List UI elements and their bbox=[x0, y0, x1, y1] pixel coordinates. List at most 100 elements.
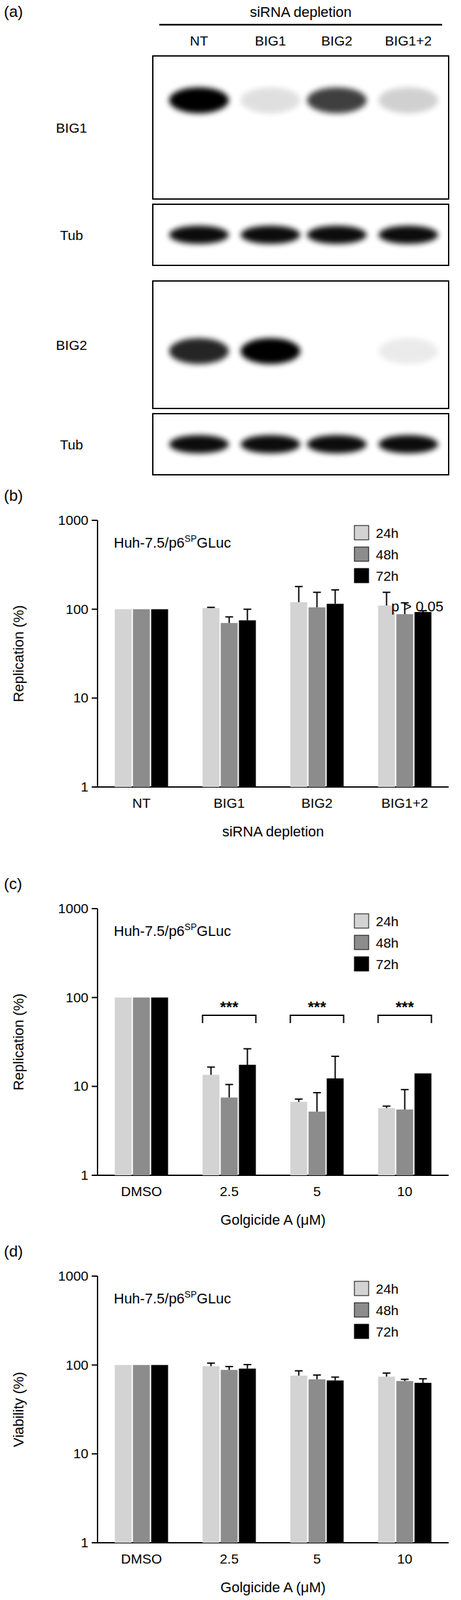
blot-box bbox=[152, 204, 449, 266]
title-part: SP bbox=[184, 921, 198, 932]
error-bar bbox=[225, 616, 234, 623]
bar bbox=[378, 1107, 396, 1175]
y-tick bbox=[91, 1275, 98, 1277]
band bbox=[169, 225, 229, 244]
legend-label: 72h bbox=[375, 1323, 399, 1339]
significance-label: *** bbox=[395, 998, 415, 1016]
y-tick-label: 100 bbox=[65, 1356, 89, 1372]
error-bar bbox=[401, 1089, 409, 1110]
x-tick-label: DMSO bbox=[120, 1183, 162, 1199]
error-stem bbox=[316, 1092, 318, 1112]
band bbox=[240, 87, 301, 114]
error-stem bbox=[210, 1066, 212, 1075]
legend-label: 24h bbox=[375, 1280, 399, 1296]
x-axis-label: Golgicide A (μM) bbox=[220, 1211, 326, 1228]
legend-swatch bbox=[354, 546, 369, 562]
x-tick-label: 2.5 bbox=[219, 1183, 239, 1199]
error-bar bbox=[401, 1379, 409, 1382]
error-cap bbox=[313, 1091, 322, 1094]
y-tick-label: 1000 bbox=[57, 900, 89, 916]
error-cap bbox=[331, 589, 340, 591]
title-part: Huh-7.5/p6 bbox=[113, 922, 185, 939]
bar bbox=[414, 611, 432, 787]
error-cap bbox=[313, 1373, 322, 1376]
bar bbox=[290, 1101, 308, 1175]
y-axis-label: Viability (%) bbox=[10, 1371, 27, 1447]
y-tick bbox=[91, 1085, 98, 1087]
bar bbox=[308, 1379, 326, 1543]
bars bbox=[115, 586, 432, 787]
legend-label: 48h bbox=[375, 546, 399, 562]
title-part: Huh-7.5/p6 bbox=[113, 1290, 185, 1307]
legend-swatch bbox=[354, 568, 369, 583]
y-tick bbox=[91, 519, 98, 521]
bar bbox=[308, 607, 326, 787]
error-stem bbox=[386, 592, 388, 606]
lane-label: BIG1+2 bbox=[384, 33, 432, 49]
bar bbox=[396, 1380, 414, 1543]
bar bbox=[133, 997, 151, 1175]
y-tick-label: 1000 bbox=[57, 512, 89, 528]
band bbox=[306, 225, 367, 244]
error-stem bbox=[334, 1055, 337, 1079]
error-cap bbox=[225, 615, 234, 618]
title-part: SP bbox=[184, 533, 198, 544]
bar bbox=[221, 622, 238, 787]
error-bar bbox=[382, 1106, 391, 1108]
x-tick-label: 10 bbox=[397, 1183, 413, 1199]
x-tick-label: BIG1 bbox=[213, 795, 246, 811]
bar bbox=[115, 1364, 132, 1543]
error-bar bbox=[243, 609, 252, 621]
error-cap bbox=[295, 1369, 303, 1372]
error-stem bbox=[228, 616, 231, 623]
lane-label: NT bbox=[189, 33, 209, 49]
title-part: GLuc bbox=[197, 534, 232, 551]
bar bbox=[308, 1111, 326, 1175]
x-axis bbox=[97, 786, 449, 788]
bar bbox=[133, 1364, 151, 1543]
error-bar bbox=[295, 1370, 303, 1376]
y-tick-label: 1 bbox=[80, 1534, 89, 1550]
y-tick bbox=[91, 786, 98, 788]
chart-title: Huh-7.5/p6SPGLuc bbox=[113, 533, 231, 551]
error-stem bbox=[247, 609, 249, 621]
error-cap bbox=[207, 1066, 216, 1068]
significance-label: *** bbox=[219, 998, 239, 1016]
bar bbox=[290, 602, 308, 787]
error-cap bbox=[243, 608, 252, 610]
y-tick-label: 1 bbox=[80, 1167, 89, 1183]
lane-label: BIG1 bbox=[254, 33, 287, 49]
error-cap bbox=[243, 1047, 252, 1049]
y-axis bbox=[96, 908, 99, 1175]
error-bar bbox=[243, 1364, 252, 1369]
x-tick-label: NT bbox=[132, 795, 151, 811]
title-part: GLuc bbox=[197, 922, 232, 939]
legend-swatch bbox=[354, 1323, 369, 1339]
y-tick bbox=[91, 697, 98, 699]
error-stem bbox=[316, 592, 318, 608]
x-axis-label: Golgicide A (μM) bbox=[220, 1578, 326, 1595]
bar bbox=[414, 1382, 432, 1543]
band bbox=[240, 338, 301, 365]
error-bar bbox=[313, 592, 322, 608]
title-part: Huh-7.5/p6 bbox=[113, 534, 185, 551]
bars bbox=[115, 997, 432, 1175]
bar bbox=[327, 603, 344, 787]
y-tick-label: 10 bbox=[73, 1445, 89, 1461]
error-cap bbox=[401, 1088, 409, 1090]
error-stem bbox=[404, 1089, 406, 1110]
y-tick-label: 10 bbox=[73, 689, 89, 705]
error-bar bbox=[331, 1055, 340, 1079]
error-bar bbox=[207, 1066, 216, 1075]
error-stem bbox=[228, 1083, 231, 1097]
bar bbox=[327, 1078, 344, 1175]
bar bbox=[414, 1072, 432, 1175]
panel-label: (d) bbox=[3, 1241, 23, 1260]
significance-label: *** bbox=[307, 998, 327, 1016]
error-bar bbox=[313, 1374, 322, 1380]
band bbox=[240, 434, 301, 454]
band bbox=[169, 434, 229, 454]
annotation: p > 0.05 bbox=[391, 598, 444, 615]
x-tick-label: 2.5 bbox=[219, 1550, 239, 1566]
y-tick bbox=[91, 1364, 98, 1366]
